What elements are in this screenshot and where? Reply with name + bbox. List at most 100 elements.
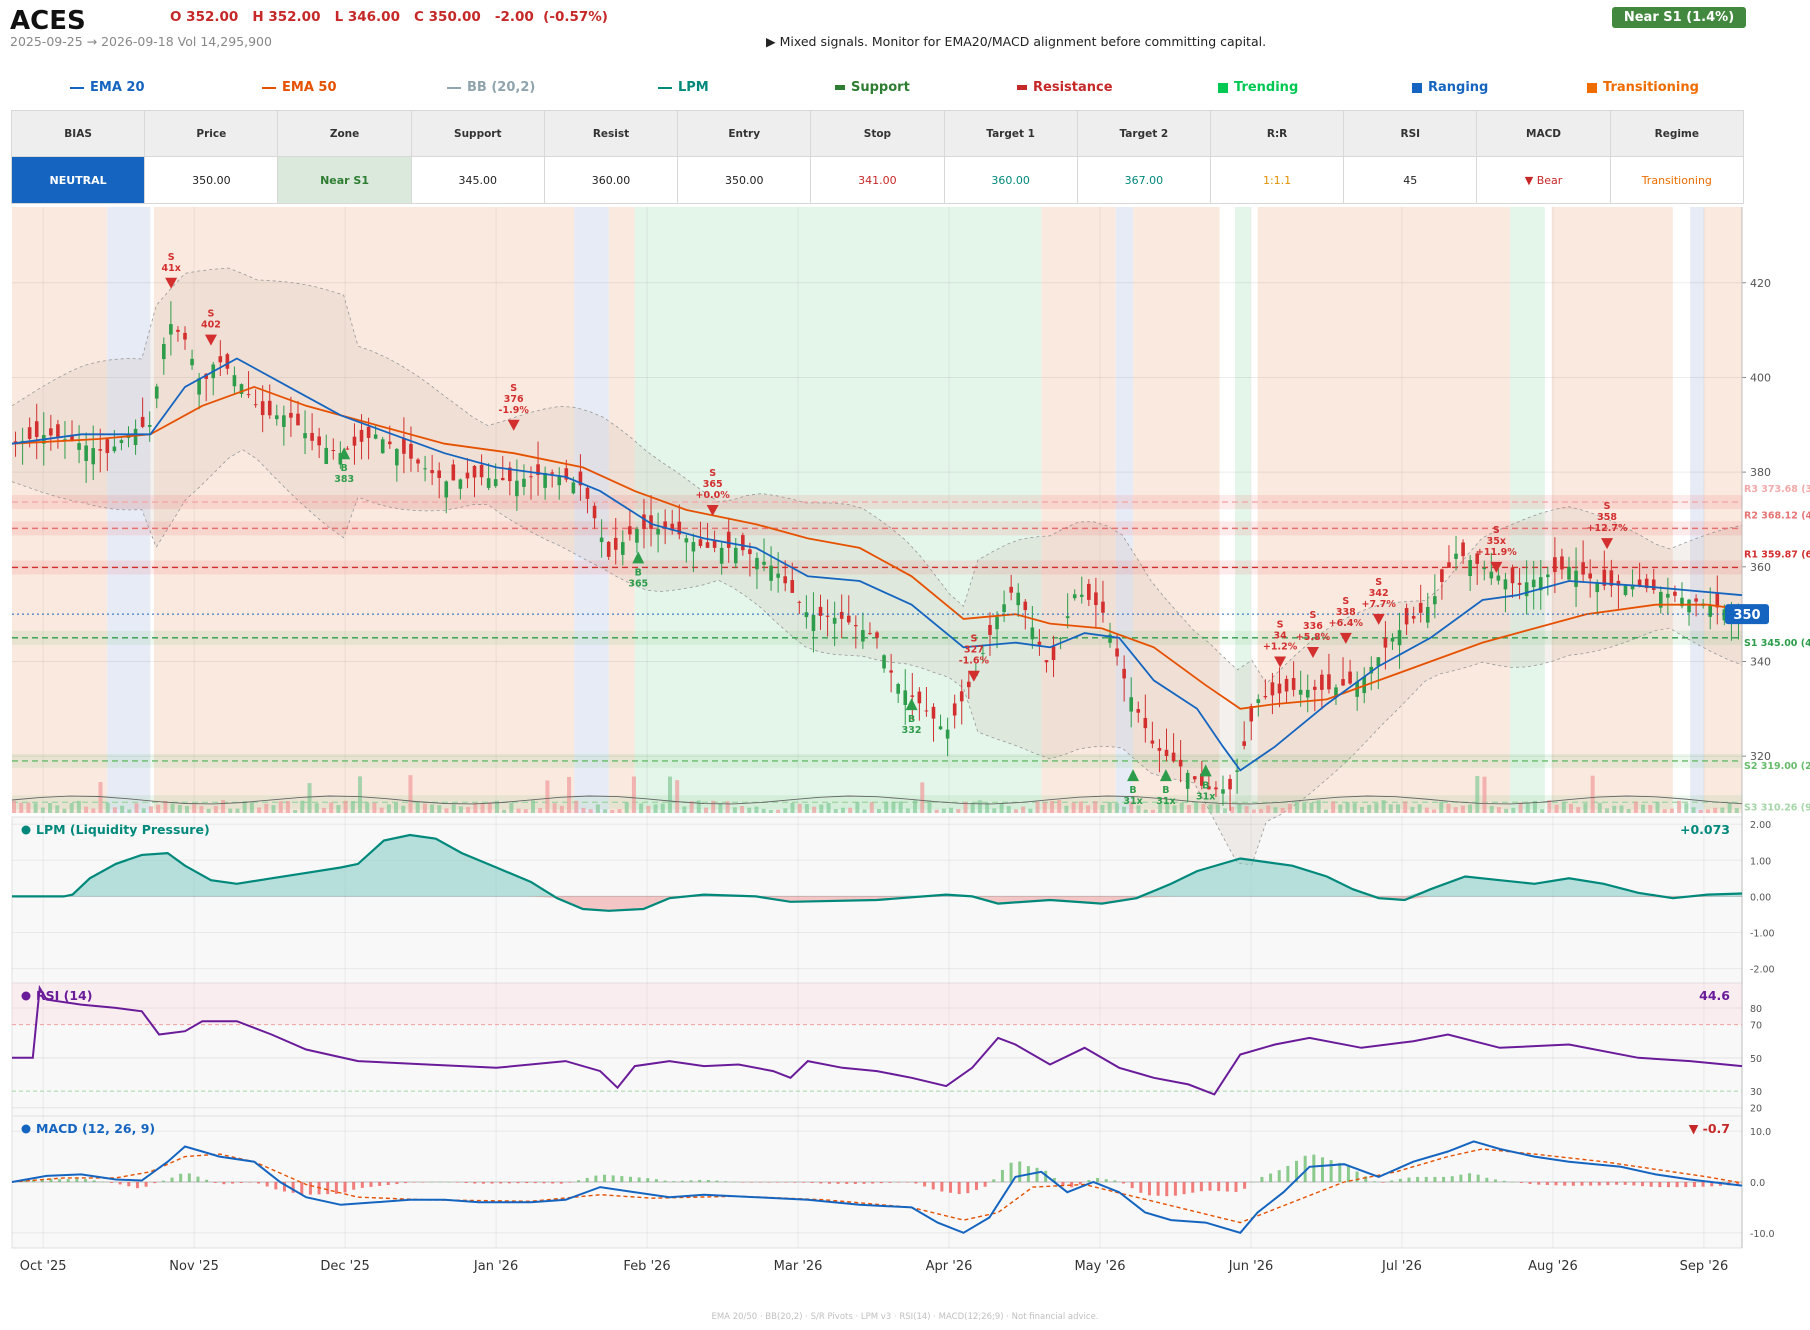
signal-text: +12.7% (1587, 523, 1628, 534)
regime-band-transitioning (1133, 207, 1220, 813)
legend-item-transitioning[interactable]: Transitioning (1587, 80, 1699, 95)
macd-histogram-bar (974, 1182, 978, 1190)
stats-value-r-r: 1:1.1 (1209, 156, 1345, 204)
macd-histogram-bar (438, 1181, 442, 1183)
macd-histogram-bar (871, 1182, 875, 1184)
signal-text: B (1162, 785, 1169, 796)
candle-body (1009, 586, 1013, 593)
candle-body (1164, 749, 1169, 756)
candle-body (1496, 575, 1501, 581)
regime-band-transitioning (1551, 207, 1673, 813)
volume-bar (1251, 809, 1256, 813)
volume-bar (1439, 801, 1444, 813)
stats-header-zone: Zone (277, 110, 412, 157)
volume-bar (307, 783, 312, 813)
x-tick-label: Oct '25 (20, 1259, 67, 1274)
legend-swatch-icon (70, 86, 84, 89)
volume-bar (1633, 801, 1638, 813)
signal-text: S (1604, 501, 1611, 512)
macd-histogram-bar (1580, 1182, 1584, 1186)
macd-histogram-bar (490, 1182, 494, 1184)
sr-level-label: S1 345.00 (40x) (1744, 638, 1810, 649)
macd-histogram-bar (1295, 1160, 1299, 1182)
macd-histogram-bar (1398, 1178, 1402, 1182)
candle-body (1616, 580, 1621, 586)
volume-bar (1561, 802, 1566, 813)
signal-text: S (168, 252, 175, 263)
candle-body (529, 476, 533, 478)
volume-bar (523, 809, 528, 813)
candle-body (620, 542, 625, 555)
macd-histogram-bar (1000, 1169, 1004, 1182)
signal-text: +5.8% (1296, 632, 1331, 643)
legend-item-bb-20-2[interactable]: BB (20,2) (447, 80, 535, 95)
legend-item-ema-50[interactable]: EMA 50 (262, 80, 337, 95)
candle-body (1277, 683, 1282, 694)
sell-signal-label: S34+1.2% (1263, 620, 1298, 653)
candle-body (1284, 678, 1289, 692)
macd-histogram-bar (1139, 1182, 1143, 1193)
volume-bar (221, 800, 226, 813)
macd-histogram-bar (481, 1182, 485, 1184)
candle-body (154, 386, 159, 399)
candle-body (218, 356, 223, 363)
candle-body (1291, 678, 1296, 690)
legend-item-ema-20[interactable]: EMA 20 (70, 80, 145, 95)
macd-histogram-bar (611, 1175, 615, 1182)
volume-bar (1158, 803, 1163, 813)
macd-histogram-bar (1329, 1160, 1333, 1182)
macd-histogram-bar (1433, 1176, 1437, 1182)
volume-bar (148, 806, 153, 813)
signal-text: 332 (902, 725, 922, 736)
legend-item-support[interactable]: Support (835, 80, 910, 95)
candle-body (578, 471, 583, 486)
legend-item-lpm[interactable]: LPM (658, 80, 709, 95)
volume-bar (696, 800, 701, 813)
candle-body (677, 521, 682, 535)
volume-bar (768, 809, 773, 813)
volume-bar (660, 803, 665, 813)
candle-body (515, 480, 519, 497)
macd-histogram-bar (1571, 1182, 1575, 1186)
volume-bar (516, 808, 521, 813)
volume-bar (1453, 807, 1458, 813)
volume-bar (1150, 809, 1155, 813)
candle-body (1369, 666, 1374, 674)
volume-bar (134, 803, 139, 813)
macd-histogram-bar (957, 1182, 961, 1195)
legend-item-resistance[interactable]: Resistance (1017, 80, 1113, 95)
volume-bar (1468, 804, 1473, 813)
macd-histogram-bar (603, 1174, 607, 1182)
legend-item-trending[interactable]: Trending (1218, 80, 1298, 95)
volume-bar (1403, 801, 1408, 813)
candle-body (331, 449, 336, 451)
rsi-line (12, 984, 1743, 1096)
macd-histogram-bar (161, 1180, 165, 1182)
volume-bar (588, 809, 593, 813)
volume-bar (1720, 807, 1725, 813)
candle-body (585, 487, 590, 499)
lpm-line (12, 833, 1743, 912)
volume-bar (1273, 807, 1278, 813)
candle-body (1256, 699, 1261, 703)
legend-label: Resistance (1033, 80, 1113, 95)
macd-histogram-bar (680, 1180, 684, 1182)
macd-histogram-bar (1407, 1177, 1411, 1182)
candle-body (1503, 579, 1508, 590)
candle-body (1411, 616, 1416, 619)
candle-body (1327, 674, 1331, 690)
candle-body (917, 691, 922, 704)
legend-item-ranging[interactable]: Ranging (1412, 80, 1488, 95)
lpm-tick-label: 0.00 (1750, 892, 1771, 903)
candle-body (458, 479, 463, 489)
macd-histogram-bar (1251, 1182, 1255, 1183)
signal-text: S (970, 634, 977, 645)
signal-message: ▶ Mixed signals. Monitor for EMA20/MACD … (766, 34, 1267, 49)
macd-histogram-bar (1476, 1174, 1480, 1182)
rsi-title: RSI (14) (36, 988, 92, 1003)
signal-text: 41x (161, 263, 180, 274)
volume-bar (480, 803, 485, 813)
volume-bar (430, 804, 435, 813)
regime-band-transitioning (153, 207, 575, 813)
